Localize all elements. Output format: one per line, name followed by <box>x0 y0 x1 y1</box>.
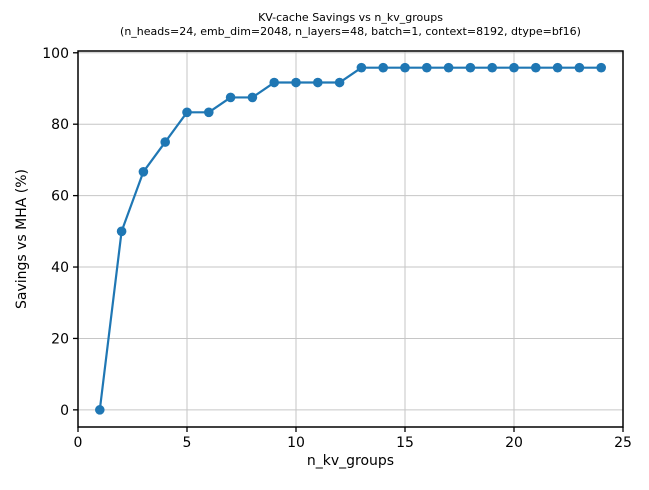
chart-title: KV-cache Savings vs n_kv_groups <box>258 11 443 24</box>
chart-subtitle: (n_heads=24, emb_dim=2048, n_layers=48, … <box>120 25 581 38</box>
y-tick-label: 0 <box>60 403 69 419</box>
data-point <box>487 62 498 73</box>
x-axis-label: n_kv_groups <box>306 453 395 469</box>
plot-area <box>78 51 623 427</box>
data-point <box>596 62 606 73</box>
data-point <box>182 107 192 118</box>
data-point <box>531 62 541 73</box>
y-tick-label: 80 <box>51 117 69 133</box>
x-tick-label: 20 <box>505 435 523 451</box>
plot-border <box>77 50 624 428</box>
data-point <box>247 92 258 103</box>
y-tick-label: 60 <box>51 189 69 205</box>
x-tick-label: 0 <box>74 435 83 451</box>
data-point <box>400 62 410 73</box>
data-point <box>422 62 432 73</box>
x-tick-label: 25 <box>614 435 632 451</box>
y-tick-label: 40 <box>51 260 69 276</box>
data-point <box>138 167 149 177</box>
data-point <box>334 77 345 88</box>
data-point <box>116 226 127 237</box>
x-tick-label: 5 <box>183 435 192 451</box>
data-point <box>356 62 367 73</box>
data-point <box>574 62 585 73</box>
data-point <box>465 62 476 73</box>
data-point <box>378 62 389 73</box>
data-point <box>160 137 170 147</box>
data-point <box>204 107 214 118</box>
data-point <box>443 62 454 73</box>
data-point <box>313 77 323 88</box>
y-tick-label: 100 <box>42 46 69 62</box>
data-markers <box>95 62 606 415</box>
data-point <box>225 92 236 103</box>
y-axis-label: Savings vs MHA (%) <box>14 168 30 310</box>
data-point <box>95 405 105 415</box>
data-point <box>269 77 280 88</box>
x-tick-label: 10 <box>287 435 305 451</box>
x-tick-label: 15 <box>396 435 414 451</box>
y-tick-label: 20 <box>51 331 69 347</box>
data-point <box>552 62 563 73</box>
data-point <box>509 62 519 73</box>
ticks: 0 5 10 15 20 25 0 20 40 60 80 100 <box>42 46 632 451</box>
data-point <box>291 77 301 88</box>
